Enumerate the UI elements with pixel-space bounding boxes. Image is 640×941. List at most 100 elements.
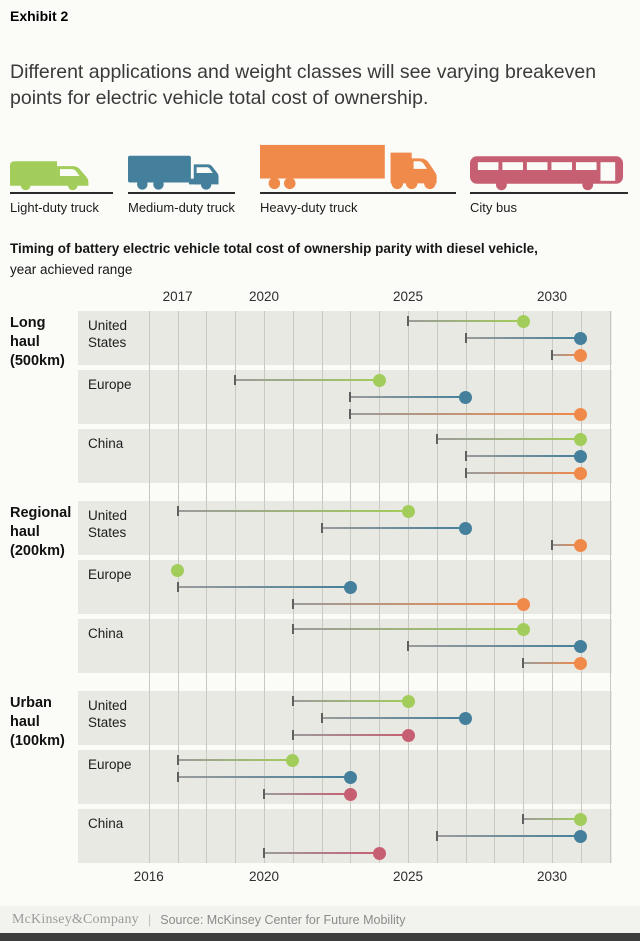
medium-parity-dot bbox=[574, 830, 587, 843]
legend-item-medium-duty-truck: Medium-duty truck bbox=[128, 142, 235, 215]
medium-range-start-tick bbox=[321, 523, 323, 533]
region-band-china: China bbox=[78, 809, 612, 863]
bus-range-line bbox=[264, 852, 379, 854]
axis-top-tick-2020: 2020 bbox=[242, 289, 286, 304]
medium-range-line bbox=[408, 645, 581, 647]
gridline-2024 bbox=[379, 311, 380, 863]
region-band-europe: Europe bbox=[78, 560, 612, 614]
light-range-start-tick bbox=[292, 624, 294, 634]
legend-baseline bbox=[470, 192, 628, 194]
light-range-start-tick bbox=[436, 434, 438, 444]
light-parity-dot bbox=[373, 374, 386, 387]
axis-bottom-tick-2030: 2030 bbox=[530, 869, 574, 884]
vehicle-legend: Light-duty truck Medium-duty truck Heavy… bbox=[0, 141, 640, 215]
legend-label: Light-duty truck bbox=[10, 200, 113, 215]
light-range-line bbox=[178, 759, 293, 761]
medium-range-line bbox=[178, 776, 351, 778]
footer: McKinsey&Company | Source: McKinsey Cent… bbox=[0, 906, 640, 933]
group-label-sub: (200km) bbox=[10, 542, 76, 561]
region-band-united-states: United States bbox=[78, 311, 612, 365]
group-label-main: Urban haul bbox=[10, 694, 76, 732]
medium-range-line bbox=[437, 835, 581, 837]
medium-range-line bbox=[178, 586, 351, 588]
light-range-line bbox=[178, 510, 408, 512]
medium-duty-truck-icon bbox=[128, 142, 235, 192]
medium-range-start-tick bbox=[349, 392, 351, 402]
light-parity-dot bbox=[402, 695, 415, 708]
region-label: Europe bbox=[88, 377, 160, 394]
medium-range-line bbox=[322, 717, 466, 719]
region-label: United States bbox=[88, 318, 160, 352]
legend-label: City bus bbox=[470, 200, 628, 215]
medium-range-start-tick bbox=[436, 831, 438, 841]
gridline-2029 bbox=[523, 311, 524, 863]
legend-item-heavy-duty-truck: Heavy-duty truck bbox=[260, 142, 456, 215]
gridline-2032 bbox=[610, 311, 611, 863]
region-band-europe: Europe bbox=[78, 370, 612, 424]
medium-range-line bbox=[466, 337, 581, 339]
light-parity-dot bbox=[286, 754, 299, 767]
city-bus-icon bbox=[470, 142, 628, 192]
medium-range-start-tick bbox=[177, 772, 179, 782]
region-label: Europe bbox=[88, 757, 160, 774]
medium-range-line bbox=[350, 396, 465, 398]
gridline-2028 bbox=[494, 311, 495, 863]
gridline-2026 bbox=[437, 311, 438, 863]
axis-top-tick-2030: 2030 bbox=[530, 289, 574, 304]
group-label-long-haul: Long haul(500km) bbox=[10, 314, 76, 371]
heavy-range-start-tick bbox=[349, 409, 351, 419]
light-parity-dot bbox=[171, 564, 184, 577]
legend-item-light-duty-truck: Light-duty truck bbox=[10, 142, 113, 215]
heavy-range-start-tick bbox=[551, 350, 553, 360]
light-parity-dot bbox=[574, 433, 587, 446]
light-range-line bbox=[293, 700, 408, 702]
region-band-europe: Europe bbox=[78, 750, 612, 804]
light-range-start-tick bbox=[522, 814, 524, 824]
medium-parity-dot bbox=[459, 712, 472, 725]
bus-parity-dot bbox=[373, 847, 386, 860]
region-label: Europe bbox=[88, 567, 160, 584]
group-label-main: Long haul bbox=[10, 314, 76, 352]
region-label: United States bbox=[88, 508, 160, 542]
heavy-parity-dot bbox=[574, 657, 587, 670]
group-label-sub: (500km) bbox=[10, 352, 76, 371]
group-label-main: Regional haul bbox=[10, 504, 76, 542]
bus-range-start-tick bbox=[263, 848, 265, 858]
chart-body: Long haul(500km) United States Europe China… bbox=[0, 311, 640, 863]
bus-range-start-tick bbox=[263, 789, 265, 799]
light-parity-dot bbox=[574, 813, 587, 826]
chart-heading: Timing of battery electric vehicle total… bbox=[10, 239, 630, 281]
page-title: Different applications and weight classe… bbox=[10, 60, 624, 111]
heavy-range-line bbox=[466, 472, 581, 474]
legend-baseline bbox=[260, 192, 456, 194]
region-label: China bbox=[88, 436, 160, 453]
region-label: United States bbox=[88, 698, 160, 732]
group-label-sub: (100km) bbox=[10, 732, 76, 751]
light-range-line bbox=[437, 438, 581, 440]
medium-parity-dot bbox=[459, 391, 472, 404]
light-range-start-tick bbox=[234, 375, 236, 385]
legend-baseline bbox=[10, 192, 113, 194]
heavy-range-line bbox=[350, 413, 580, 415]
medium-range-start-tick bbox=[465, 333, 467, 343]
gridline-2031 bbox=[581, 311, 582, 863]
medium-parity-dot bbox=[459, 522, 472, 535]
gridline-2030 bbox=[552, 311, 553, 863]
region-band-united-states: United States bbox=[78, 501, 612, 555]
medium-range-start-tick bbox=[177, 582, 179, 592]
medium-parity-dot bbox=[344, 581, 357, 594]
light-parity-dot bbox=[517, 315, 530, 328]
exhibit-label: Exhibit 2 bbox=[0, 0, 640, 24]
region-label: China bbox=[88, 626, 160, 643]
region-band-china: China bbox=[78, 429, 612, 483]
x-axis-bottom: 2016202020252030 bbox=[0, 869, 640, 889]
bus-range-start-tick bbox=[292, 730, 294, 740]
light-range-line bbox=[293, 628, 523, 630]
bus-range-line bbox=[264, 793, 350, 795]
footer-divider: | bbox=[148, 912, 151, 927]
chart-subtitle: year achieved range bbox=[10, 262, 132, 277]
medium-range-start-tick bbox=[321, 713, 323, 723]
heavy-range-start-tick bbox=[292, 599, 294, 609]
bus-range-line bbox=[293, 734, 408, 736]
heavy-range-start-tick bbox=[522, 658, 524, 668]
